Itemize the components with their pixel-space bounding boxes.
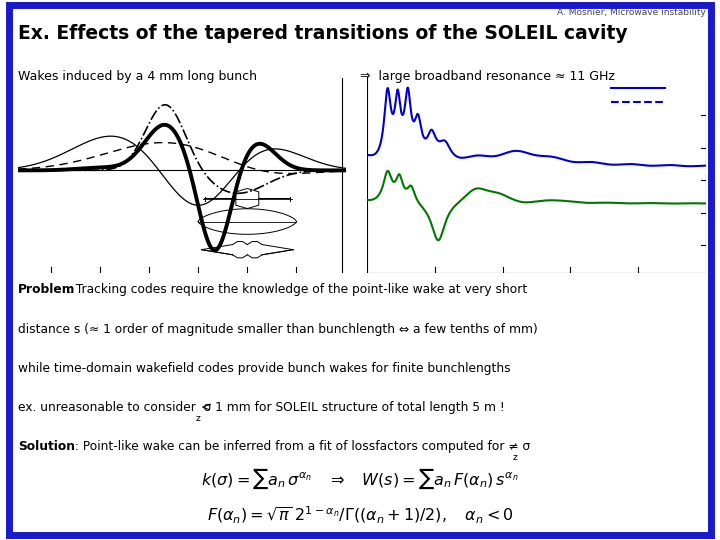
Text: ⇒  large broadband resonance ≈ 11 GHz: ⇒ large broadband resonance ≈ 11 GHz [360,70,615,83]
Text: Ex. Effects of the tapered transitions of the SOLEIL cavity: Ex. Effects of the tapered transitions o… [18,24,628,43]
Text: z: z [196,414,201,422]
Text: : Tracking codes require the knowledge of the point-like wake at very short: : Tracking codes require the knowledge o… [64,284,527,296]
Text: A. Mosnier, Microwave instability: A. Mosnier, Microwave instability [557,8,706,17]
Text: : Point-like wake can be inferred from a fit of lossfactors computed for ≠ σ: : Point-like wake can be inferred from a… [71,440,530,453]
Text: Solution: Solution [18,440,75,453]
Text: ex. unreasonable to consider  σ: ex. unreasonable to consider σ [18,401,212,414]
Text: while time-domain wakefield codes provide bunch wakes for finite bunchlengths: while time-domain wakefield codes provid… [18,362,510,375]
Text: Wakes induced by a 4 mm long bunch: Wakes induced by a 4 mm long bunch [18,70,257,83]
Text: z: z [512,453,517,462]
Text: Problem: Problem [18,284,76,296]
Text: < 1 mm for SOLEIL structure of total length 5 m !: < 1 mm for SOLEIL structure of total len… [201,401,505,414]
Text: distance s (≈ 1 order of magnitude smaller than bunchlength ⇔ a few tenths of mm: distance s (≈ 1 order of magnitude small… [18,323,538,336]
Text: $F(\alpha_n)=\sqrt{\pi}\;2^{1-\alpha_n}/\Gamma((\alpha_n+1)/2),\quad \alpha_n < : $F(\alpha_n)=\sqrt{\pi}\;2^{1-\alpha_n}/… [207,505,513,526]
Text: $k(\sigma)=\sum a_n\,\sigma^{\alpha_n}$   $\Rightarrow$   $W(s)=\sum a_n\,F(\alp: $k(\sigma)=\sum a_n\,\sigma^{\alpha_n}$ … [201,467,519,491]
